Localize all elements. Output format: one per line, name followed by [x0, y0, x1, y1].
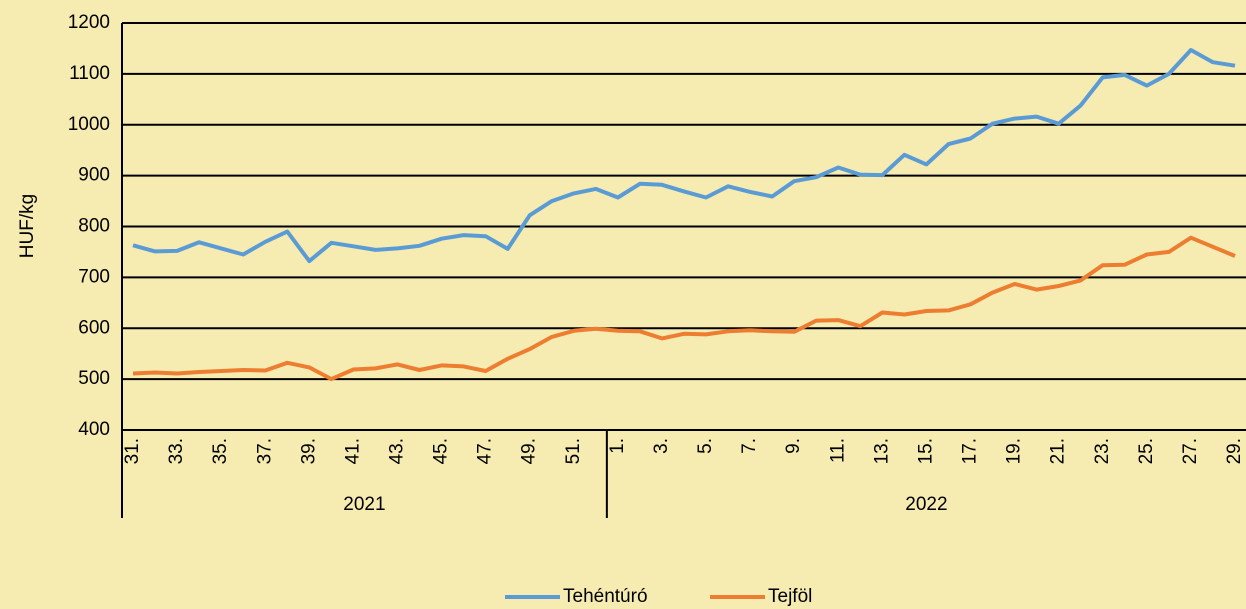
- y-tick-label: 400: [78, 419, 110, 440]
- y-axis-label: HUF/kg: [17, 194, 38, 258]
- y-tick-label: 1000: [68, 114, 110, 135]
- y-tick-label: 700: [78, 266, 110, 287]
- legend-label: Tejföl: [768, 586, 812, 607]
- x-tick-label: 23.: [1092, 438, 1113, 464]
- x-tick-label: 39.: [298, 438, 319, 464]
- x-tick-label: 13.: [871, 438, 892, 464]
- x-tick-label: 49.: [519, 438, 540, 464]
- x-tick-label: 3.: [651, 438, 672, 454]
- x-tick-label: 25.: [1136, 438, 1157, 464]
- legend-label: Tehéntúró: [563, 586, 648, 607]
- x-tick-label: 17.: [960, 438, 981, 464]
- x-tick-label: 11.: [827, 438, 848, 463]
- x-tick-label: 1.: [607, 438, 628, 454]
- x-tick-label: 29.: [1224, 438, 1245, 464]
- x-tick-label: 15.: [915, 438, 936, 464]
- y-tick-label: 1100: [69, 63, 110, 84]
- x-tick-label: 35.: [210, 438, 231, 464]
- x-tick-label: 41.: [342, 438, 363, 464]
- x-tick-label: 33.: [166, 438, 187, 464]
- x-tick-label: 27.: [1180, 438, 1201, 464]
- x-tick-label: 43.: [387, 438, 408, 464]
- series-line: [132, 48, 1236, 264]
- x-tick-label: 5.: [695, 438, 716, 454]
- y-tick-label: 600: [78, 317, 110, 338]
- series-line: [132, 235, 1236, 382]
- x-tick-label: 45.: [431, 438, 452, 464]
- x-tick-label: 9.: [783, 438, 804, 454]
- x-tick-label: 19.: [1004, 438, 1025, 464]
- x-tick-label: 51.: [563, 438, 584, 464]
- x-tick-label: 7.: [739, 438, 760, 454]
- y-tick-label: 1200: [68, 12, 110, 33]
- x-tick-label: 31.: [122, 438, 143, 464]
- x-tick-label: 37.: [254, 438, 275, 464]
- y-tick-label: 800: [78, 216, 110, 237]
- x-tick-label: 21.: [1048, 438, 1069, 464]
- year-label: 2021: [343, 494, 385, 515]
- y-tick-label: 900: [78, 165, 110, 186]
- year-label: 2022: [905, 494, 947, 515]
- y-tick-label: 500: [78, 368, 110, 389]
- x-tick-label: 47.: [475, 438, 496, 464]
